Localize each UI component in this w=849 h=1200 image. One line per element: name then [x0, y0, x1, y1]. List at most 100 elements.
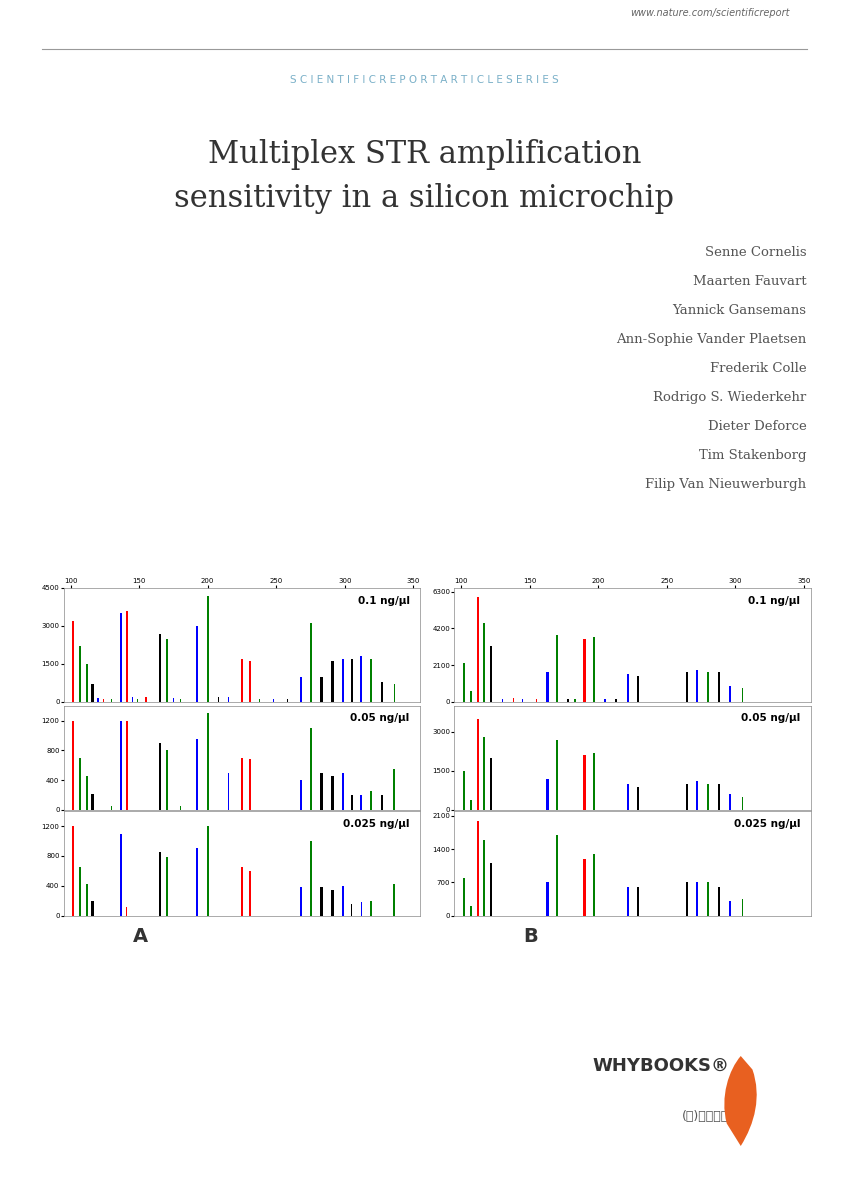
Bar [469, 691, 472, 702]
Text: Multiplex STR amplification
sensitivity in a silicon microchip: Multiplex STR amplification sensitivity … [175, 139, 674, 214]
Text: 0.025 ng/μl: 0.025 ng/μl [343, 818, 409, 828]
Bar [637, 676, 639, 702]
Bar [172, 698, 174, 702]
Bar [121, 613, 122, 702]
Bar [361, 902, 362, 916]
Bar [513, 698, 514, 702]
Bar [707, 784, 709, 810]
Bar [92, 901, 93, 916]
Bar [583, 638, 586, 702]
Bar [574, 700, 576, 702]
Bar [696, 882, 698, 916]
Bar [381, 796, 383, 810]
Bar [490, 646, 492, 702]
Bar [627, 887, 629, 916]
Bar [522, 698, 524, 702]
Bar [718, 672, 720, 702]
Bar [86, 883, 88, 916]
Bar [463, 877, 465, 916]
Bar [547, 882, 548, 916]
Bar [729, 901, 730, 916]
Bar [741, 688, 743, 702]
Bar [86, 664, 88, 702]
Text: Rodrigo S. Wiederkehr: Rodrigo S. Wiederkehr [653, 391, 807, 404]
Bar [483, 840, 486, 916]
Text: 0.1 ng/μl: 0.1 ng/μl [357, 596, 409, 606]
Bar [637, 887, 639, 916]
Bar [696, 781, 698, 810]
Bar [249, 760, 251, 810]
Text: 0.1 ng/μl: 0.1 ng/μl [748, 596, 800, 606]
Bar [556, 635, 558, 702]
Bar [241, 758, 243, 810]
Bar [593, 854, 595, 916]
Bar [463, 664, 465, 702]
Text: 0.025 ng/μl: 0.025 ng/μl [734, 818, 800, 828]
Bar [393, 884, 396, 916]
Text: 0.05 ng/μl: 0.05 ng/μl [741, 713, 800, 722]
Bar [331, 661, 334, 702]
Bar [249, 871, 251, 916]
Bar [79, 647, 82, 702]
Bar [126, 907, 127, 916]
Bar [300, 677, 302, 702]
Bar [126, 611, 128, 702]
Bar [79, 758, 82, 810]
Bar [490, 758, 492, 810]
Bar [331, 776, 334, 810]
Bar [351, 659, 352, 702]
Text: Tim Stakenborg: Tim Stakenborg [699, 449, 807, 462]
Bar [718, 784, 720, 810]
Bar [463, 770, 465, 810]
Text: www.nature.com/scientificreport: www.nature.com/scientificreport [630, 8, 790, 18]
Text: A: A [132, 926, 148, 946]
Bar [137, 698, 138, 702]
Bar [92, 793, 93, 810]
Bar [159, 743, 160, 810]
Bar [72, 620, 75, 702]
Bar [547, 672, 548, 702]
Bar [241, 868, 243, 916]
Bar [145, 697, 147, 702]
Bar [273, 700, 274, 702]
Bar [627, 674, 629, 702]
Text: S C I E N T I F I C R E P O R T A R T I C L E S E R I E S: S C I E N T I F I C R E P O R T A R T I … [290, 74, 559, 84]
Bar [310, 624, 312, 702]
Bar [92, 684, 93, 702]
Bar [342, 886, 345, 916]
Bar [86, 776, 88, 810]
Bar [536, 700, 537, 702]
Bar [686, 672, 689, 702]
Bar [741, 899, 743, 916]
Text: Frederik Colle: Frederik Colle [710, 362, 807, 374]
Text: Senne Cornelis: Senne Cornelis [705, 246, 807, 259]
Bar [393, 769, 396, 810]
Bar [707, 882, 709, 916]
Bar [370, 659, 372, 702]
Bar [342, 659, 345, 702]
Bar [228, 773, 229, 810]
Bar [593, 637, 595, 702]
Bar [195, 848, 198, 916]
Bar [476, 821, 479, 916]
Bar [126, 720, 128, 810]
Bar [360, 656, 363, 702]
Bar [483, 623, 486, 702]
Bar [476, 719, 479, 810]
Text: Maarten Fauvart: Maarten Fauvart [693, 275, 807, 288]
Text: WHYBOOKS®: WHYBOOKS® [592, 1056, 729, 1075]
Bar [249, 661, 251, 702]
Bar [111, 700, 112, 702]
Bar [469, 799, 472, 810]
Bar [320, 773, 323, 810]
Bar [159, 852, 160, 916]
Bar [206, 595, 209, 702]
Text: 0.05 ng/μl: 0.05 ng/μl [351, 713, 409, 722]
Bar [331, 889, 334, 916]
Bar [206, 713, 209, 810]
Text: Filip Van Nieuwerburgh: Filip Van Nieuwerburgh [645, 478, 807, 491]
Bar [729, 794, 730, 810]
Bar [310, 841, 312, 916]
Bar [547, 779, 548, 810]
Bar [476, 596, 479, 702]
